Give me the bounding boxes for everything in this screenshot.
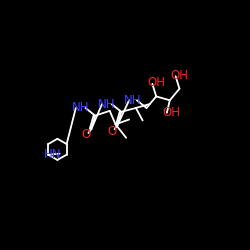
Text: NH: NH — [72, 102, 90, 114]
Text: OH: OH — [162, 106, 180, 119]
Text: HN: HN — [44, 148, 61, 161]
Text: OH: OH — [171, 69, 189, 82]
Text: OH: OH — [148, 76, 166, 90]
Text: NH: NH — [98, 98, 116, 110]
Text: O: O — [81, 128, 90, 141]
Text: O: O — [107, 124, 116, 138]
Text: NH: NH — [124, 94, 142, 107]
